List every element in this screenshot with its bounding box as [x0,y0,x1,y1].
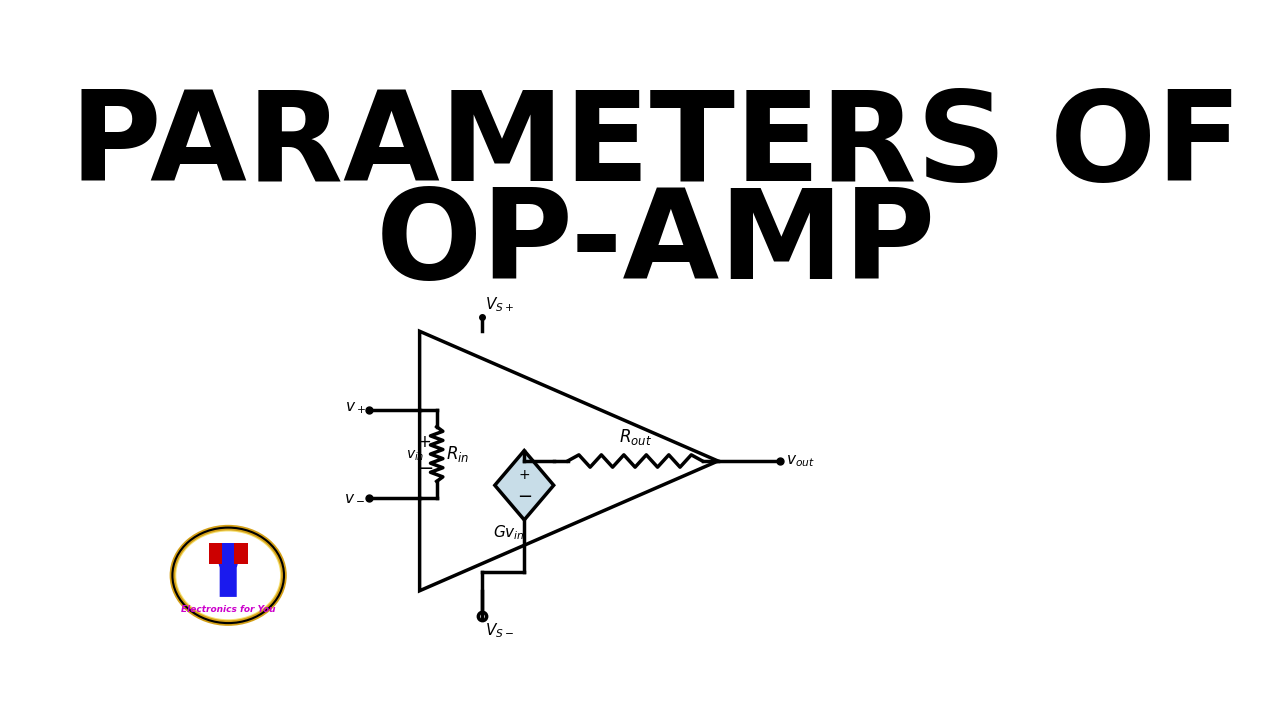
Polygon shape [212,543,243,597]
Text: $R_{out}$: $R_{out}$ [618,427,652,447]
Text: $v_+$: $v_+$ [344,400,365,416]
Text: +: + [518,468,530,482]
Text: −: − [417,459,434,478]
Text: $v_-$: $v_-$ [344,490,365,504]
Text: $v_{in}$: $v_{in}$ [406,449,424,463]
Ellipse shape [173,528,284,623]
Polygon shape [209,543,221,564]
Text: $V_{S+}$: $V_{S+}$ [485,296,513,315]
Text: −: − [517,488,531,506]
Polygon shape [495,451,554,520]
Polygon shape [234,543,247,564]
Text: +: + [417,433,431,451]
Text: $R_{in}$: $R_{in}$ [445,444,470,464]
Text: PARAMETERS OF: PARAMETERS OF [70,86,1242,207]
Text: Electronics for You: Electronics for You [180,606,275,614]
Ellipse shape [177,531,280,619]
Text: OP-AMP: OP-AMP [376,184,936,305]
Text: $Gv_{in}$: $Gv_{in}$ [493,523,525,542]
Text: $v_{out}$: $v_{out}$ [786,453,815,469]
Text: $V_{S-}$: $V_{S-}$ [485,621,513,640]
